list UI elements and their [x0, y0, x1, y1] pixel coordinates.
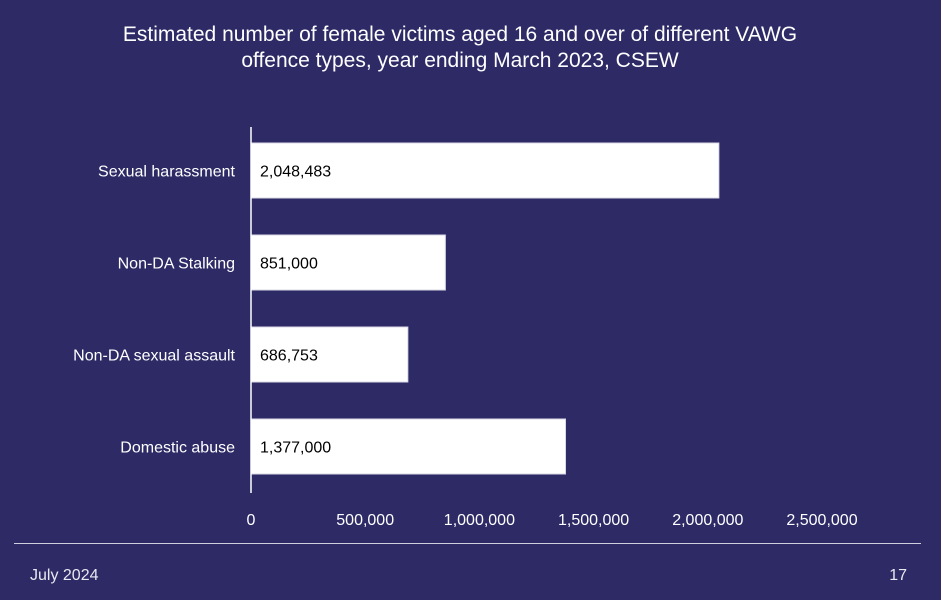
footer-divider	[14, 543, 921, 544]
bar	[250, 418, 567, 475]
x-tick-label: 2,000,000	[672, 512, 743, 529]
x-tick-label: 1,000,000	[444, 512, 515, 529]
page-number: 17	[889, 567, 907, 584]
data-label: 2,048,483	[260, 164, 331, 181]
x-tick-label: 500,000	[336, 512, 394, 529]
footer-date: July 2024	[30, 567, 99, 584]
x-tick-label: 2,500,000	[786, 512, 857, 529]
chart-title: Estimated number of female victims aged …	[122, 23, 798, 72]
data-label: 1,377,000	[260, 440, 331, 457]
bar	[250, 234, 446, 291]
category-label: Domestic abuse	[120, 440, 235, 457]
category-label: Non-DA sexual assault	[73, 348, 235, 365]
category-label: Non-DA Stalking	[118, 256, 235, 273]
bar	[250, 326, 409, 383]
data-label: 851,000	[260, 256, 318, 273]
data-label: 686,753	[260, 348, 318, 365]
x-tick-label: 1,500,000	[558, 512, 629, 529]
bar	[250, 142, 720, 199]
x-tick-label: 0	[247, 512, 256, 529]
category-label: Sexual harassment	[98, 164, 236, 181]
